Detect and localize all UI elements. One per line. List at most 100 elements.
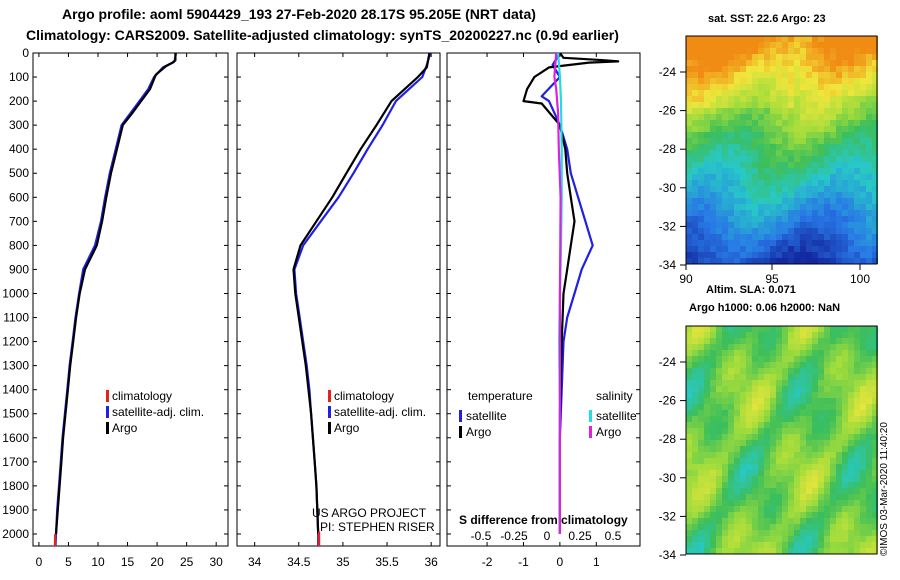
map-cell (806, 54, 812, 60)
map-cell (776, 258, 782, 264)
map-cell (728, 240, 734, 246)
map-cell (758, 530, 764, 536)
map-cell (830, 464, 836, 470)
map-cell (812, 404, 818, 410)
map-cell (854, 36, 860, 42)
map-cell (710, 204, 716, 210)
map-cell (788, 228, 794, 234)
map-cell (740, 234, 746, 240)
map-cell (824, 398, 830, 404)
map-cell (782, 90, 788, 96)
map-cell (710, 368, 716, 374)
map-cell (770, 326, 776, 332)
map-cell (800, 332, 806, 338)
map-cell (686, 102, 692, 108)
map-cell (764, 344, 770, 350)
map-cell (770, 404, 776, 410)
map-cell (836, 356, 842, 362)
map-cell (872, 186, 878, 192)
map-cell (860, 464, 866, 470)
map-cell (692, 506, 698, 512)
map-cell (794, 494, 800, 500)
map-cell (860, 192, 866, 198)
map-cell (824, 240, 830, 246)
map-cell (860, 102, 866, 108)
map-cell (722, 524, 728, 530)
map-cell (872, 344, 878, 350)
map-cell (782, 524, 788, 530)
map-cell (752, 458, 758, 464)
map-cell (818, 258, 824, 264)
map-cell (686, 362, 692, 368)
map-cell (812, 156, 818, 162)
map-cell (854, 114, 860, 120)
map-cell (716, 144, 722, 150)
map-cell (818, 338, 824, 344)
map-cell (860, 362, 866, 368)
map-cell (770, 228, 776, 234)
map-cell (872, 102, 878, 108)
map-cell (872, 162, 878, 168)
map-cell (800, 204, 806, 210)
map-cell (776, 156, 782, 162)
map-cell (806, 126, 812, 132)
map-cell (776, 114, 782, 120)
map-cell (848, 404, 854, 410)
map-cell (800, 356, 806, 362)
map-cell (812, 216, 818, 222)
map-cell (824, 78, 830, 84)
map-cell (776, 326, 782, 332)
map-cell (728, 198, 734, 204)
map-cell (824, 422, 830, 428)
map-cell (692, 356, 698, 362)
map-cell (770, 344, 776, 350)
map-cell (818, 374, 824, 380)
map-cell (836, 48, 842, 54)
map-cell (752, 368, 758, 374)
map-cell (728, 78, 734, 84)
map-cell (848, 126, 854, 132)
map-cell (866, 48, 872, 54)
map-cell (824, 216, 830, 222)
map-cell (710, 524, 716, 530)
map-cell (788, 222, 794, 228)
map-cell (854, 518, 860, 524)
map-cell (722, 440, 728, 446)
map-cell (722, 548, 728, 554)
map-cell (782, 422, 788, 428)
map-cell (716, 446, 722, 452)
map-cell (764, 162, 770, 168)
map-cell (794, 416, 800, 422)
map-cell (812, 258, 818, 264)
map-cell (764, 168, 770, 174)
map-cell (776, 240, 782, 246)
map-cell (836, 464, 842, 470)
map-cell (716, 440, 722, 446)
map-cell (734, 96, 740, 102)
map-cell (776, 350, 782, 356)
map-cell (776, 506, 782, 512)
map-cell (770, 90, 776, 96)
map-cell (794, 114, 800, 120)
map-cell (800, 536, 806, 542)
map-cell (716, 36, 722, 42)
map-cell (812, 222, 818, 228)
map-cell (728, 252, 734, 258)
map-cell (752, 446, 758, 452)
map-cell (872, 458, 878, 464)
map-cell (722, 452, 728, 458)
map-cell (812, 180, 818, 186)
map-cell (704, 216, 710, 222)
map-cell (788, 362, 794, 368)
map-cell (872, 374, 878, 380)
map-cell (698, 258, 704, 264)
map-cell (788, 78, 794, 84)
map-cell (776, 524, 782, 530)
map-cell (770, 258, 776, 264)
map-cell (728, 132, 734, 138)
map-cell (812, 126, 818, 132)
map-cell (842, 380, 848, 386)
map-cell (764, 150, 770, 156)
map-cell (800, 410, 806, 416)
map-cell (692, 452, 698, 458)
